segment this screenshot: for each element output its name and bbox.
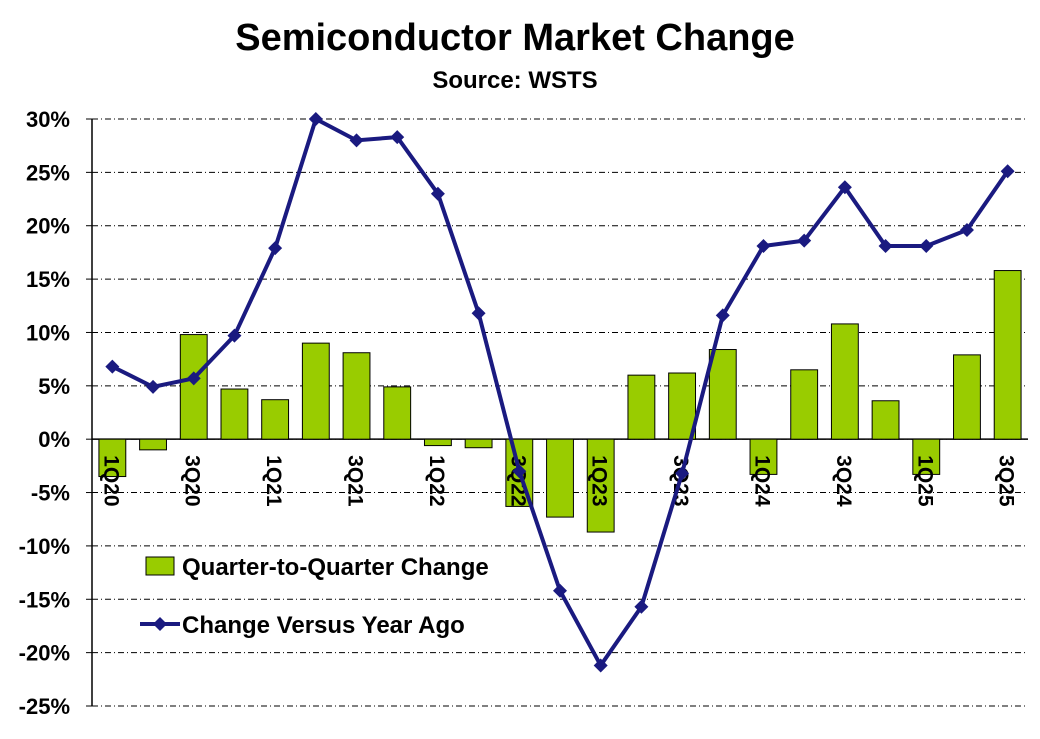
bar — [261, 399, 290, 440]
bar — [790, 369, 819, 440]
marker — [553, 583, 567, 598]
y-tick-label: 25% — [26, 160, 70, 185]
bar — [179, 334, 208, 440]
x-tick-label: 1Q24 — [750, 455, 773, 507]
legend-label: Quarter-to-Quarter Change — [182, 554, 489, 581]
bar — [586, 438, 615, 533]
marker — [430, 186, 445, 201]
bar — [668, 372, 697, 440]
bar — [301, 342, 330, 440]
marker — [349, 133, 364, 148]
bar — [383, 386, 412, 440]
marker — [634, 599, 649, 614]
marker — [797, 233, 812, 248]
bar — [993, 270, 1022, 440]
x-tick-label: 3Q20 — [181, 455, 204, 506]
bar — [627, 374, 656, 440]
marker — [675, 466, 690, 481]
y-tick-label: -10% — [19, 534, 70, 559]
bar — [912, 438, 941, 475]
legend-swatch — [145, 556, 175, 576]
legend-label: Change Versus Year Ago — [182, 612, 465, 639]
bar — [98, 438, 127, 478]
x-tick-label: 3Q21 — [344, 455, 367, 507]
marker — [268, 241, 283, 256]
chart-title: Semiconductor Market Change — [235, 17, 795, 59]
bar — [220, 388, 249, 440]
marker — [105, 359, 120, 374]
y-tick-label: 15% — [26, 267, 70, 292]
marker — [512, 464, 527, 479]
bar — [546, 438, 574, 518]
bar — [464, 438, 493, 449]
bar — [423, 438, 452, 447]
y-tick-label: 0% — [38, 427, 70, 452]
marker — [756, 239, 771, 254]
y-tick-label: 20% — [26, 214, 70, 239]
bar — [139, 438, 167, 451]
bar — [830, 323, 859, 440]
y-tick-label: 5% — [38, 374, 70, 399]
marker — [959, 222, 974, 237]
y-tick-label: -15% — [19, 587, 70, 612]
y-tick-label: -25% — [19, 694, 70, 719]
chart-subtitle: Source: WSTS — [432, 67, 597, 94]
marker — [471, 306, 486, 321]
bar — [953, 354, 981, 440]
marker — [146, 379, 161, 394]
bar — [708, 349, 737, 440]
x-tick-label: 1Q22 — [425, 455, 448, 506]
marker — [715, 308, 730, 323]
x-tick-label: 3Q25 — [995, 455, 1018, 507]
marker — [1000, 164, 1015, 179]
bar — [749, 438, 778, 475]
marker — [837, 180, 852, 195]
y-tick-label: -5% — [31, 481, 70, 506]
marker — [390, 130, 405, 145]
y-tick-label: 30% — [26, 107, 70, 132]
marker — [878, 239, 893, 254]
x-tick-label: 1Q25 — [913, 455, 936, 507]
x-tick-label: 3Q24 — [832, 455, 855, 507]
marker — [227, 328, 242, 343]
legend-marker — [153, 617, 167, 631]
x-tick-label: 1Q23 — [588, 455, 611, 506]
x-tick-label: 3Q22 — [506, 455, 529, 506]
marker — [919, 239, 934, 254]
x-tick-label: 1Q21 — [262, 455, 285, 507]
bar — [342, 352, 371, 440]
y-tick-label: -20% — [19, 641, 70, 666]
marker — [308, 112, 323, 126]
y-tick-label: 10% — [26, 320, 70, 345]
x-tick-label: 1Q20 — [99, 455, 122, 506]
marker — [186, 371, 201, 386]
marker — [593, 658, 608, 673]
bar — [871, 400, 900, 440]
